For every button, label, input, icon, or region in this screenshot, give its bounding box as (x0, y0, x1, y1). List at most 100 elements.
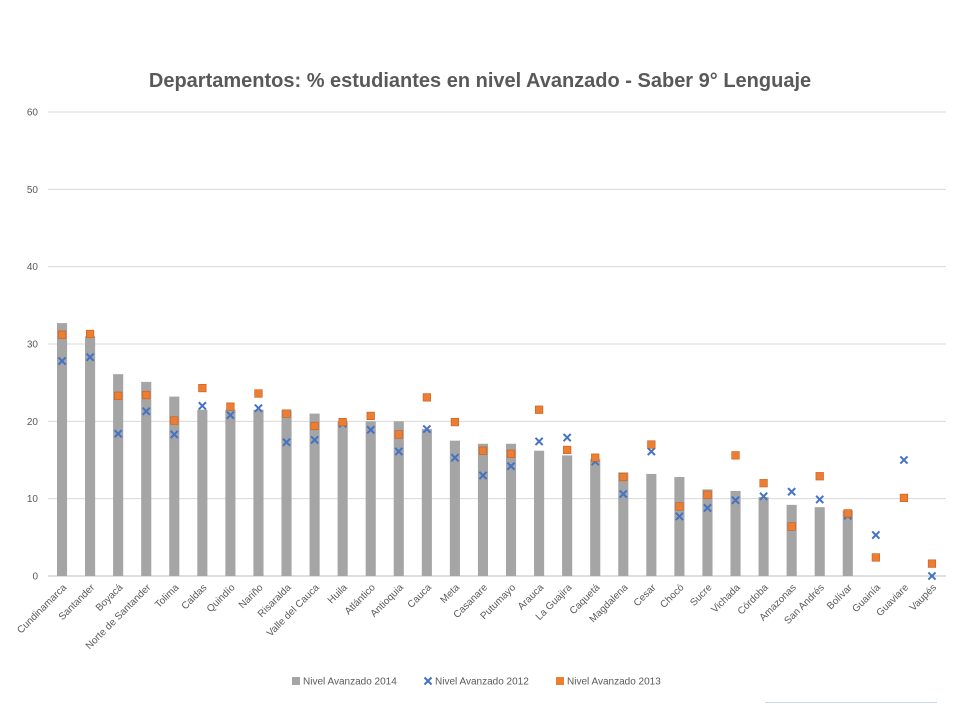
square-marker-point (506, 449, 516, 458)
x-marker-point (57, 356, 67, 366)
bar (56, 323, 68, 576)
x-marker-point (366, 425, 376, 435)
x-tick-label: Cesar (632, 582, 659, 609)
bar (113, 374, 124, 576)
x-tick-label: Chocó (658, 582, 687, 611)
y-tick-label: 40 (27, 262, 39, 273)
y-tick-label: 20 (27, 417, 39, 428)
square-marker-point (170, 416, 179, 425)
legend: Nivel Avanzado 2014 Nivel Avanzado 2012 Ni… (292, 677, 661, 688)
y-tick-label: 0 (32, 572, 38, 583)
x-tick-label: Tolima (153, 582, 182, 611)
y-tick-label: 50 (27, 185, 39, 196)
bar (85, 336, 96, 576)
bar (421, 429, 432, 576)
square-marker-point (815, 472, 824, 481)
legend-swatch (292, 677, 300, 685)
x-marker-point (787, 487, 796, 497)
bar (337, 421, 348, 576)
square-marker-point (534, 405, 544, 414)
bar (393, 421, 404, 576)
square-marker-point (282, 409, 291, 418)
bar (842, 510, 853, 576)
decorative-line (765, 702, 937, 703)
bar (197, 409, 208, 576)
legend-swatch (556, 677, 564, 685)
square-marker-point (366, 411, 375, 421)
bar (758, 497, 769, 576)
x-marker-series (57, 352, 937, 581)
bar (253, 409, 264, 576)
bar (730, 490, 741, 576)
legend-item: Nivel Avanzado 2013 (556, 677, 661, 688)
square-marker-point (394, 430, 403, 439)
x-marker-point (422, 424, 432, 434)
y-tick-label: 30 (27, 340, 39, 351)
gridlines (48, 111, 946, 577)
x-marker-point (506, 461, 516, 471)
square-marker-point (254, 389, 263, 398)
x-marker-point (141, 406, 151, 416)
bar (309, 413, 320, 576)
square-marker-point (338, 418, 347, 427)
square-marker-point (422, 393, 431, 402)
x-marker-point (169, 430, 179, 439)
square-marker-point (843, 509, 852, 518)
bar (562, 455, 573, 576)
x-marker-point (562, 433, 572, 442)
bar (618, 472, 629, 576)
y-axis: 0 10 20 30 40 50 60 (27, 108, 39, 583)
x-marker-point (394, 447, 404, 456)
square-marker-point (759, 479, 768, 488)
square-marker-point (478, 446, 488, 455)
x-marker-point (450, 453, 460, 462)
x-tick-label: Meta (439, 582, 463, 606)
x-tick-label: Huila (326, 582, 350, 606)
legend-item: Nivel Avanzado 2014 (292, 677, 397, 688)
x-marker-point (254, 403, 263, 413)
square-marker-point (619, 472, 628, 482)
y-tick-label: 10 (27, 494, 39, 505)
x-marker-point (85, 352, 95, 362)
bar (590, 459, 601, 576)
square-marker-point (647, 440, 656, 449)
x-marker-point (534, 437, 544, 446)
bar (505, 443, 517, 576)
x-marker-point (282, 437, 291, 447)
x-marker-point (113, 429, 123, 439)
x-marker-point (226, 410, 235, 420)
square-marker-point (310, 421, 319, 431)
square-marker-point (703, 490, 712, 499)
bar (814, 507, 825, 576)
square-marker-point (675, 502, 684, 511)
x-tick-label: Valle del Cauca (265, 582, 322, 639)
legend-label: Nivel Avanzado 2012 (435, 677, 529, 688)
bar (646, 473, 657, 576)
square-marker-point (899, 493, 909, 502)
square-marker-point (226, 402, 235, 411)
square-marker-point (85, 329, 95, 339)
square-marker-point (787, 522, 796, 531)
x-tick-label: Vaupés (908, 582, 939, 613)
square-marker-point (450, 418, 460, 427)
x-marker-point (731, 495, 740, 505)
bar (477, 443, 489, 576)
square-marker-point (198, 383, 207, 393)
square-marker-point (114, 391, 123, 400)
square-marker-point (591, 453, 600, 462)
legend-item: Nivel Avanzado 2012 (423, 677, 529, 688)
x-marker-point (675, 512, 684, 521)
bar (169, 396, 180, 576)
chart-title: Departamentos: % estudiantes en nivel Av… (148, 70, 812, 92)
x-marker-point (927, 571, 937, 581)
x-tick-label: Cauca (406, 582, 435, 611)
square-marker-point (57, 330, 67, 339)
square-marker-series (57, 329, 937, 568)
x-marker-point (703, 503, 712, 513)
legend-label: Nivel Avanzado 2014 (303, 677, 397, 688)
x-marker-point (310, 435, 319, 445)
x-marker-point (647, 447, 656, 456)
x-marker-point (899, 455, 909, 465)
x-marker-point (478, 471, 488, 480)
x-tick-label: Sucre (688, 582, 715, 609)
